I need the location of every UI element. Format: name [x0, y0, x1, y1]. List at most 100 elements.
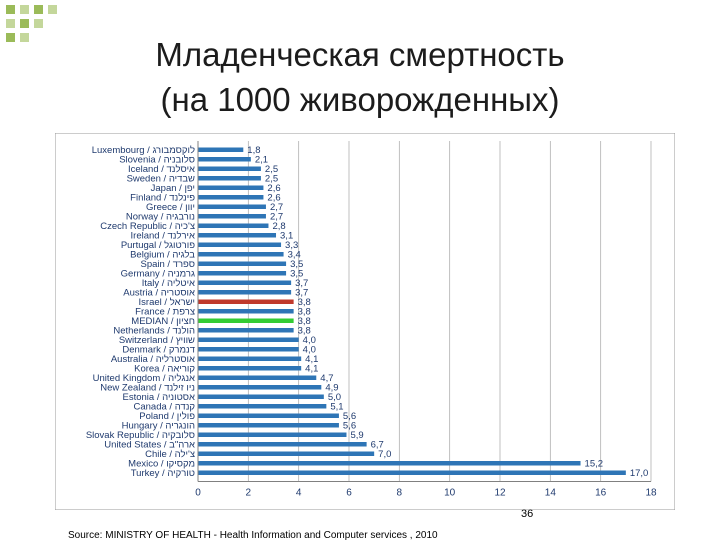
value-label: 2,7 — [270, 202, 283, 213]
category-label: Purtugal / פורטוגל — [121, 239, 195, 251]
value-label: 3,5 — [290, 268, 303, 279]
category-label: New Zealand / ניו זילנד — [100, 381, 195, 393]
bar — [198, 204, 266, 209]
value-label: 5,6 — [343, 411, 356, 422]
category-label: Italy / איטליה — [142, 277, 195, 289]
category-label: Slovenia / סלובניה — [119, 153, 195, 165]
bar — [198, 337, 299, 342]
value-label: 17,0 — [630, 468, 649, 479]
bar — [198, 442, 367, 447]
category-label: Estonia / אסטוניה — [123, 392, 196, 403]
title-line-1: Младенческая смертность — [155, 36, 565, 73]
category-label: Chile / צ'ילה — [145, 448, 195, 460]
value-label: 2,6 — [267, 192, 280, 203]
category-label: Netherlands / הולנד — [113, 324, 195, 336]
value-label: 4,1 — [305, 354, 318, 365]
bar — [198, 451, 375, 456]
x-tick-label: 4 — [296, 488, 302, 499]
title-line-2: (на 1000 живорожденных) — [160, 81, 560, 118]
bar — [198, 252, 284, 257]
category-label: Japan / יפן — [151, 183, 195, 194]
x-tick-label: 14 — [545, 488, 557, 499]
value-label: 6,7 — [371, 439, 384, 450]
value-label: 2,8 — [272, 221, 285, 232]
value-label: 3,8 — [298, 316, 311, 327]
bar — [198, 375, 317, 380]
bar — [198, 470, 626, 475]
category-label: Denmark / דנמרק — [122, 344, 195, 355]
category-label: United Kingdom / אנגליה — [93, 372, 195, 384]
value-label: 7,0 — [378, 449, 391, 460]
value-label: 4,0 — [303, 335, 316, 346]
bar — [198, 185, 264, 190]
bar — [198, 290, 292, 295]
value-label: 4,9 — [325, 382, 338, 393]
bar — [198, 394, 324, 399]
bar — [198, 214, 266, 219]
value-label: 5,0 — [328, 392, 341, 403]
value-label: 5,9 — [350, 430, 363, 441]
deco-square — [20, 19, 29, 28]
value-label: 4,1 — [305, 363, 318, 374]
category-label: Greece / יוון — [146, 202, 195, 213]
bar — [198, 242, 282, 247]
value-label: 2,7 — [270, 211, 283, 222]
bar — [198, 328, 294, 333]
value-label: 3,4 — [288, 249, 301, 260]
category-label: Sweden / שבדיה — [127, 173, 195, 184]
value-label: 5,1 — [330, 401, 343, 412]
deco-square — [34, 19, 43, 28]
category-label: Israel / ישראל — [139, 296, 195, 308]
x-tick-label: 10 — [444, 488, 456, 499]
value-label: 2,1 — [255, 154, 268, 165]
slide-title: Младенческая смертность (на 1000 живорож… — [0, 32, 720, 122]
category-label: Germany / גרמניה — [121, 268, 195, 279]
deco-square — [34, 5, 43, 14]
category-label: Slovak Republic / סלובקיה — [86, 429, 195, 441]
category-label: Austria / אוסטריה — [123, 287, 195, 298]
category-label: Iceland / איסלנד — [128, 163, 195, 175]
value-label: 15,2 — [585, 458, 604, 469]
x-tick-label: 12 — [494, 488, 506, 499]
value-label: 2,6 — [267, 183, 280, 194]
category-label: Canada / קנדה — [133, 401, 195, 412]
labels-layer: Luxembourg / לוקסמבורג 1,8 Slovenia / סלוב… — [86, 144, 649, 479]
category-label: Czech Republic / צ'כיה — [100, 221, 195, 232]
value-label: 3,7 — [295, 287, 308, 298]
category-label: Norway / נורבגיה — [126, 211, 195, 222]
deco-square — [6, 19, 15, 28]
page-number: 36 — [521, 508, 534, 520]
category-label: Poland / פולין — [139, 410, 195, 422]
value-label: 3,5 — [290, 259, 303, 270]
bar — [198, 280, 292, 285]
bar — [198, 309, 294, 314]
bar — [198, 299, 294, 304]
category-label: Spain / ספרד — [141, 259, 196, 270]
x-tick-label: 0 — [195, 488, 201, 499]
bar — [198, 147, 244, 152]
bar — [198, 318, 294, 323]
bar — [198, 233, 277, 238]
infant-mortality-bar-chart: Luxembourg / לוקסמבורג 1,8 Slovenia / סלוב… — [54, 132, 676, 511]
bar — [198, 166, 261, 171]
value-label: 3,1 — [280, 230, 293, 241]
bar — [198, 347, 299, 352]
x-tick-label: 18 — [645, 488, 657, 499]
bar — [198, 271, 287, 276]
category-label: Hungary / הונגריה — [122, 420, 195, 431]
value-label: 5,6 — [343, 420, 356, 431]
bar — [198, 223, 269, 228]
value-label: 2,5 — [265, 164, 278, 175]
value-label: 2,5 — [265, 173, 278, 184]
chart-frame — [54, 132, 676, 511]
bar — [198, 356, 302, 361]
deco-square — [20, 33, 29, 42]
category-label: United States / ארה"ב — [104, 439, 195, 450]
x-tick-label: 2 — [246, 488, 252, 499]
category-label: Mexico / מקסיקו — [128, 458, 195, 469]
bar — [198, 404, 327, 409]
value-label: 3,3 — [285, 240, 298, 251]
category-label: Luxembourg / לוקסמבורג — [92, 144, 195, 156]
bar — [198, 366, 302, 371]
value-label: 3,8 — [298, 325, 311, 336]
